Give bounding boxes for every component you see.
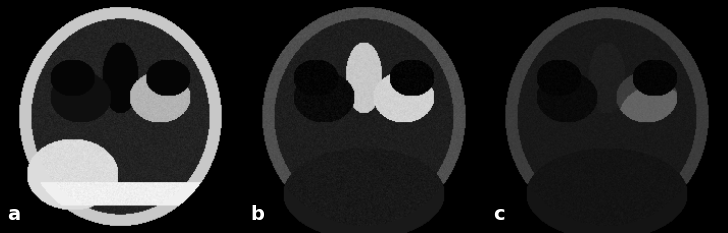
Text: c: c <box>494 205 505 224</box>
Text: b: b <box>250 205 264 224</box>
Text: a: a <box>7 205 20 224</box>
